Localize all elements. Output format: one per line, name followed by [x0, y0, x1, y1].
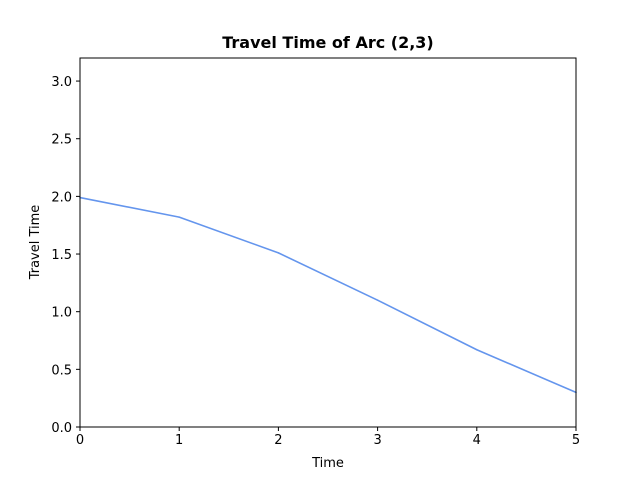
x-tick-label: 5	[572, 433, 580, 448]
y-tick-label: 2.0	[51, 190, 72, 205]
plot-area-frame	[79, 57, 577, 428]
y-tick-label: 0.5	[51, 363, 72, 378]
data-point	[277, 252, 280, 254]
y-tick-label: 3.0	[51, 75, 72, 90]
x-tick-label: 3	[373, 433, 381, 448]
series-layer	[79, 196, 577, 394]
y-tick-label: 0.0	[51, 421, 72, 436]
x-axis-ticks: 0 1 2 3 4 5	[76, 427, 580, 448]
x-tick-label: 0	[76, 433, 84, 448]
y-tick-label: 2.5	[51, 133, 72, 148]
data-point	[376, 299, 379, 301]
x-tick-label: 1	[175, 433, 183, 448]
y-axis-label: Travel Time	[28, 205, 43, 281]
x-tick-label: 2	[274, 433, 282, 448]
data-point	[178, 216, 180, 218]
series-line	[79, 196, 577, 394]
y-tick-label: 1.5	[51, 248, 72, 263]
data-point	[476, 348, 478, 351]
x-tick-label: 4	[473, 433, 481, 448]
x-axis-label: Time	[311, 456, 344, 471]
y-axis-ticks: 0.0 0.5 1.0 1.5 2.0 2.5 3.0	[51, 75, 80, 436]
y-tick-label: 1.0	[51, 306, 72, 321]
chart-title: Travel Time of Arc (2,3)	[222, 33, 434, 52]
